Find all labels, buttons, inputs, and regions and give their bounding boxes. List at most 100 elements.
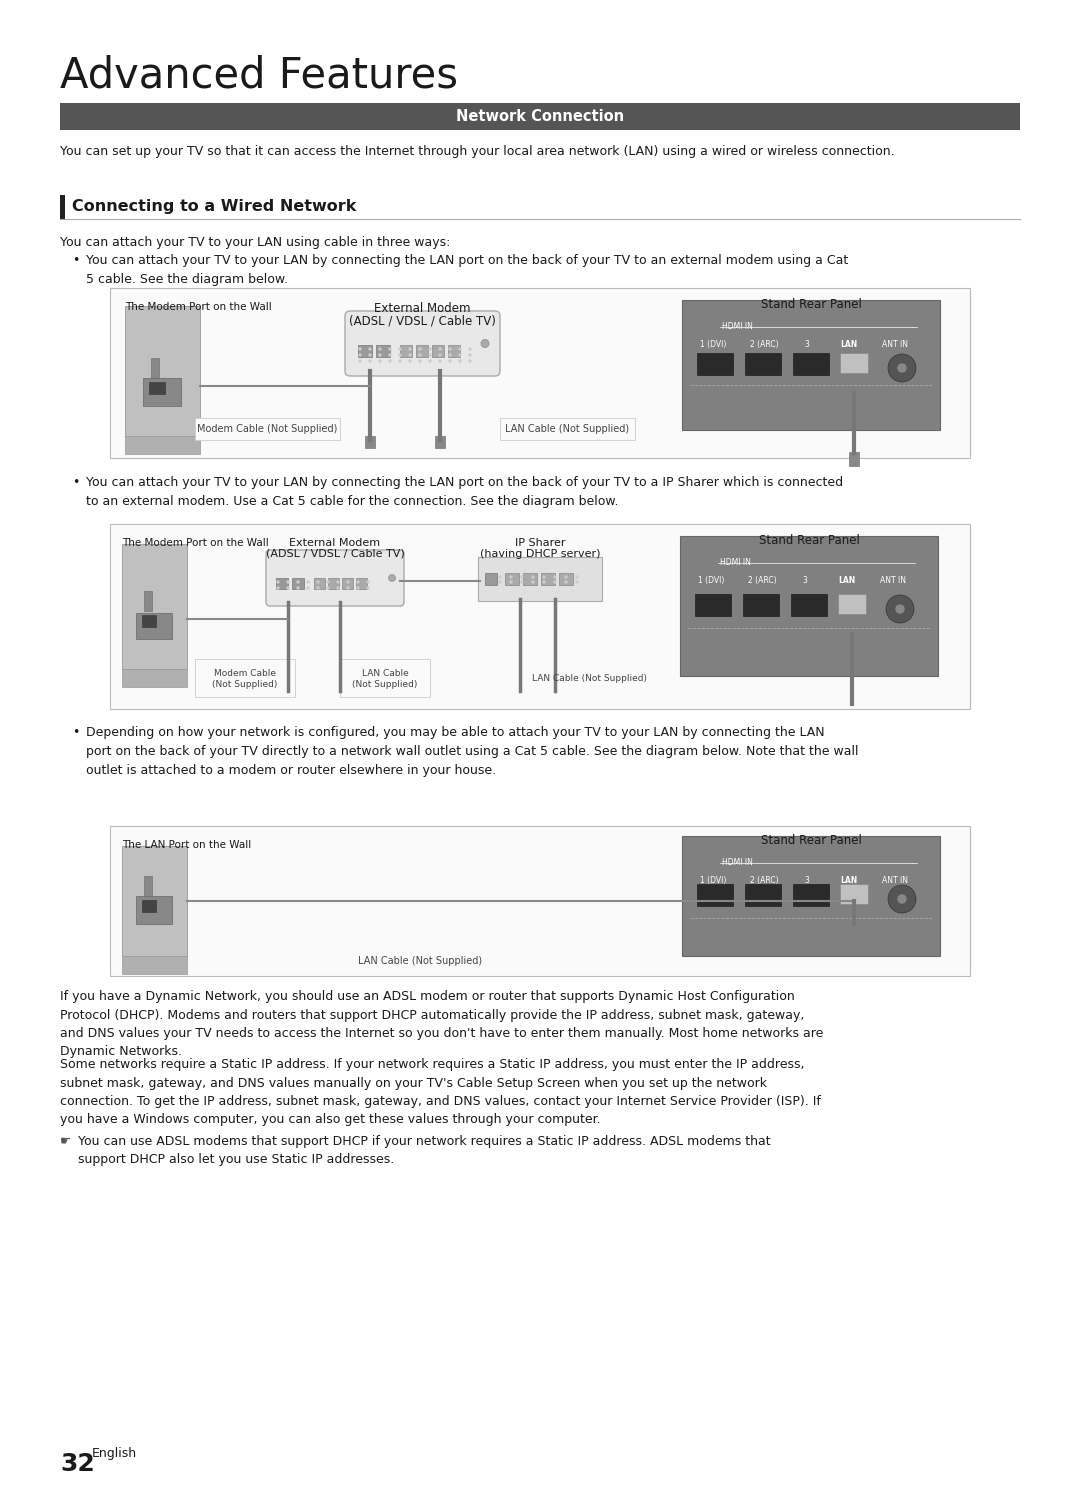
Circle shape: [459, 360, 461, 362]
Bar: [840, 884, 868, 904]
Bar: [697, 353, 733, 375]
Text: External Modem: External Modem: [289, 538, 380, 548]
Bar: [110, 524, 970, 710]
Bar: [340, 659, 430, 698]
Text: The Modem Port on the Wall: The Modem Port on the Wall: [122, 538, 269, 548]
Circle shape: [318, 587, 319, 589]
Circle shape: [510, 581, 512, 583]
Text: 3: 3: [804, 875, 809, 884]
Text: 1 (DVI): 1 (DVI): [698, 577, 725, 586]
Bar: [195, 659, 295, 698]
Bar: [125, 306, 200, 436]
Text: •: •: [72, 726, 79, 740]
Text: Network Connection: Network Connection: [456, 109, 624, 124]
Text: HDMI IN: HDMI IN: [720, 557, 751, 568]
Bar: [314, 578, 325, 589]
Circle shape: [510, 577, 512, 578]
Bar: [144, 592, 152, 611]
Bar: [435, 436, 445, 448]
Bar: [697, 884, 733, 905]
Bar: [141, 899, 156, 911]
Text: The Modem Port on the Wall: The Modem Port on the Wall: [125, 302, 272, 312]
Bar: [745, 884, 781, 905]
Text: HDMI IN: HDMI IN: [723, 323, 753, 332]
Text: If you have a Dynamic Network, you should use an ADSL modem or router that suppo: If you have a Dynamic Network, you shoul…: [60, 991, 823, 1059]
Circle shape: [543, 581, 545, 583]
Circle shape: [359, 348, 361, 350]
Bar: [505, 574, 519, 586]
Text: 2 (ARC): 2 (ARC): [750, 341, 779, 350]
FancyBboxPatch shape: [266, 550, 404, 607]
Bar: [110, 826, 970, 976]
Bar: [60, 103, 1020, 130]
Bar: [743, 595, 779, 616]
Text: LAN Cable (Not Supplied): LAN Cable (Not Supplied): [532, 674, 648, 683]
Circle shape: [357, 587, 359, 589]
Text: Stand Rear Panel: Stand Rear Panel: [760, 297, 862, 311]
Bar: [485, 574, 497, 586]
Circle shape: [367, 581, 369, 583]
Circle shape: [389, 348, 391, 350]
Bar: [195, 418, 340, 441]
Circle shape: [554, 577, 556, 578]
Circle shape: [389, 575, 395, 581]
Bar: [448, 345, 460, 357]
Text: LAN: LAN: [840, 341, 858, 350]
Circle shape: [318, 581, 319, 583]
Text: You can use ADSL modems that support DHCP if your network requires a Static IP a: You can use ADSL modems that support DHC…: [78, 1135, 771, 1167]
Circle shape: [276, 581, 279, 583]
Text: Connecting to a Wired Network: Connecting to a Wired Network: [72, 199, 356, 214]
Polygon shape: [125, 436, 200, 454]
FancyBboxPatch shape: [345, 311, 500, 376]
Circle shape: [359, 360, 361, 362]
Bar: [122, 846, 187, 956]
Bar: [151, 359, 159, 378]
Circle shape: [532, 581, 534, 583]
Bar: [292, 578, 303, 589]
Text: HDMI IN: HDMI IN: [723, 858, 753, 867]
Text: Some networks require a Static IP address. If your network requires a Static IP : Some networks require a Static IP addres…: [60, 1058, 821, 1126]
Circle shape: [449, 354, 451, 356]
Circle shape: [469, 348, 471, 350]
Text: LAN: LAN: [840, 875, 858, 884]
Bar: [60, 196, 65, 220]
Circle shape: [429, 348, 431, 350]
Text: External Modem: External Modem: [375, 302, 471, 315]
Circle shape: [429, 354, 431, 356]
Circle shape: [379, 360, 381, 362]
Bar: [681, 837, 940, 956]
Circle shape: [276, 587, 279, 589]
Circle shape: [409, 348, 411, 350]
Text: ☛: ☛: [60, 1135, 71, 1147]
Bar: [365, 436, 375, 448]
Text: 2 (ARC): 2 (ARC): [748, 577, 777, 586]
Bar: [141, 616, 156, 627]
Text: You can attach your TV to your LAN by connecting the LAN port on the back of you: You can attach your TV to your LAN by co…: [86, 254, 848, 285]
Text: 2 (ARC): 2 (ARC): [750, 875, 779, 884]
Text: LAN Cable (Not Supplied): LAN Cable (Not Supplied): [505, 424, 629, 433]
Text: English: English: [92, 1448, 137, 1460]
Text: Depending on how your network is configured, you may be able to attach your TV t: Depending on how your network is configu…: [86, 726, 859, 777]
Bar: [681, 300, 940, 430]
Circle shape: [409, 354, 411, 356]
Circle shape: [499, 581, 501, 583]
Circle shape: [337, 581, 339, 583]
Bar: [793, 884, 829, 905]
Text: Stand Rear Panel: Stand Rear Panel: [758, 533, 860, 547]
Circle shape: [897, 893, 907, 904]
Circle shape: [347, 587, 349, 589]
Bar: [342, 578, 353, 589]
Circle shape: [576, 577, 578, 578]
Bar: [136, 613, 172, 639]
Circle shape: [438, 360, 441, 362]
Circle shape: [481, 339, 489, 348]
Text: LAN Cable (Not Supplied): LAN Cable (Not Supplied): [357, 956, 482, 967]
Circle shape: [399, 354, 401, 356]
Polygon shape: [122, 669, 187, 687]
Bar: [416, 345, 428, 357]
Text: 1 (DVI): 1 (DVI): [700, 875, 727, 884]
Circle shape: [287, 587, 289, 589]
Circle shape: [438, 354, 441, 356]
Bar: [523, 574, 537, 586]
Circle shape: [307, 581, 309, 583]
